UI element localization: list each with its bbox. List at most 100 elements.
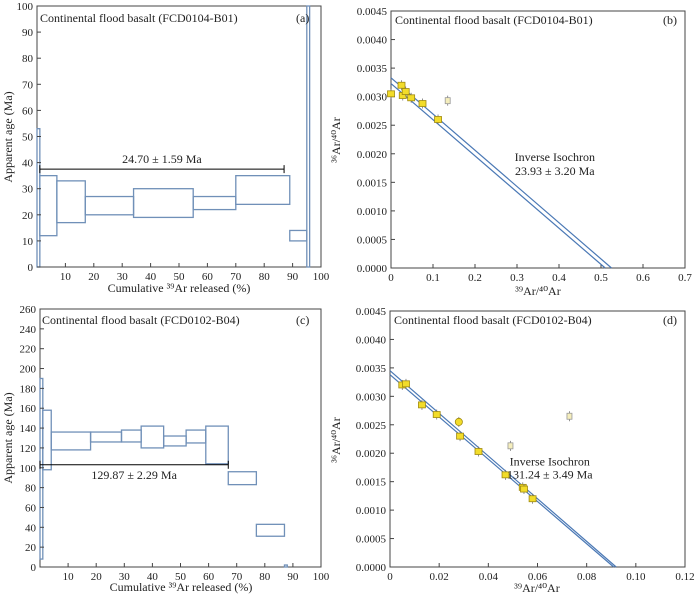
panel-a-title: Continental flood basalt (FCD0104-B01): [40, 11, 238, 25]
x-tick-label: 0.2: [468, 272, 482, 284]
plateau-age-label: 129.87 ± 2.29 Ma: [91, 468, 177, 482]
panel-d-annotation-line2: 131.24 ± 3.49 Ma: [507, 467, 593, 481]
y-tick-label: 220: [20, 344, 37, 356]
y-tick-label: 0.0005: [356, 534, 387, 546]
x-tick-label: 40: [147, 571, 159, 583]
y-tick-label: 0.0010: [357, 206, 388, 218]
x-tick-label: 0.06: [528, 571, 548, 583]
data-point: [418, 401, 426, 409]
panel-d-fit-lines: [389, 370, 617, 568]
x-tick-label: 10: [63, 571, 75, 583]
y-tick-label: 0.0025: [356, 420, 387, 432]
step-box: [205, 425, 229, 465]
data-point: [418, 100, 427, 107]
x-tick-label: 60: [202, 271, 214, 283]
panel-d-y-axis-label: ³⁶Ar/⁴⁰Ar: [329, 417, 343, 462]
y-tick-label: 80: [22, 53, 34, 65]
panel-c-y-ticks: 0 20 40 60 80 100 120 140 160 180 200 220 240 260: [20, 304, 44, 574]
panel-d-points: [398, 378, 573, 504]
y-tick-label: 120: [20, 443, 37, 455]
panel-c-step-spectrum: 10 20 30 40 50 60 70 80 90 100 0 20 40 60 80 100 120 140…: [1, 304, 330, 594]
y-tick-label: 20: [25, 542, 37, 554]
x-tick-label: 20: [88, 271, 100, 283]
x-tick-label: 100: [313, 271, 330, 283]
y-tick-label: 60: [25, 502, 37, 514]
x-tick-label: 30: [119, 571, 131, 583]
y-tick-label: 0.0000: [357, 263, 388, 275]
y-tick-label: 240: [20, 324, 37, 336]
y-tick-label: 140: [20, 423, 37, 435]
x-tick-label: 0.12: [675, 571, 694, 583]
panel-d-y-ticks: 0.0000 0.0005 0.0010 0.0015 0.0020 0.0025 0.00…: [356, 306, 394, 574]
data-point: [434, 116, 442, 123]
panel-d-x-ticks: 0 0.02 0.04 0.06 0.08 0.10 0.12: [387, 563, 695, 583]
x-tick-label: 0: [388, 272, 394, 284]
panel-b-points: [387, 80, 451, 125]
data-point: [407, 94, 416, 102]
y-tick-label: 40: [25, 522, 37, 534]
panel-b-x-axis-label: ³⁹Ar/⁴⁰Ar: [515, 284, 560, 298]
y-tick-label: 100: [20, 463, 37, 475]
data-point: [501, 471, 510, 479]
panel-b-title: Continental flood basalt (FCD0104-B01): [395, 13, 593, 27]
step-box: [227, 471, 258, 486]
y-tick-label: 0.0025: [357, 120, 388, 132]
plateau-age-label: 24.70 ± 1.59 Ma: [122, 152, 202, 166]
y-tick-label: 0.0015: [357, 177, 388, 189]
data-point: [456, 432, 464, 440]
x-tick-label: 40: [145, 271, 157, 283]
x-tick-label: 80: [259, 271, 271, 283]
panel-b-y-axis-label: ³⁶Ar/⁴⁰Ar: [329, 117, 343, 162]
panel-a-x-axis-label: Cumulative ³⁹Ar released (%): [108, 281, 251, 295]
panel-b-label: (b): [663, 13, 677, 27]
panel-b-plot-frame: [390, 10, 686, 269]
y-tick-label: 0: [28, 262, 34, 274]
panel-a-plateau: 24.70 ± 1.59 Ma: [39, 152, 285, 174]
x-tick-label: 90: [287, 571, 299, 583]
data-point: [474, 448, 483, 455]
x-tick-label: 0.6: [636, 272, 650, 284]
y-tick-label: 0.0030: [356, 391, 387, 403]
y-tick-label: 60: [22, 105, 34, 117]
data-point: [432, 411, 441, 418]
y-tick-label: 100: [17, 1, 34, 13]
panel-b-y-ticks: 0.0000 0.0005 0.0010 0.0015 0.0020 0.0025 0.00…: [357, 6, 395, 275]
panel-b-x-ticks: 0 0.1 0.2 0.3 0.4 0.5 0.6 0.7: [388, 264, 692, 284]
step-box: [235, 174, 291, 206]
panel-b-inverse-isochron: 0 0.1 0.2 0.3 0.4 0.5 0.6 0.7 0.0000 0.0005 0.001…: [329, 6, 692, 298]
y-tick-label: 0.0035: [356, 363, 387, 375]
panel-a-x-ticks: 10 20 30 40 50 60 70 80 90 100: [60, 263, 330, 283]
panel-c-y-axis-label: Apparent age (Ma): [1, 392, 15, 483]
step-box: [283, 564, 288, 568]
y-tick-label: 0.0030: [357, 92, 388, 104]
isochron-fit-line: [390, 77, 612, 269]
step-box: [306, 5, 311, 268]
data-point: [401, 88, 410, 95]
y-tick-label: 0.0045: [356, 306, 387, 318]
panel-d-annotation-line1: Inverse Isochron: [510, 455, 590, 469]
step-box: [255, 523, 286, 537]
data-point: [397, 81, 406, 89]
data-point: [387, 90, 395, 98]
y-tick-label: 260: [20, 304, 37, 316]
x-tick-label: 0.3: [510, 272, 524, 284]
panel-a-y-ticks: 0 10 20 30 40 50 60 70 80 90 100: [17, 1, 41, 274]
x-tick-label: 0.5: [594, 272, 608, 284]
panel-a-y-axis-label: Apparent age (Ma): [1, 91, 15, 182]
y-tick-label: 0.0040: [356, 334, 387, 346]
y-tick-label: 80: [25, 483, 37, 495]
isochron-fit-line: [389, 374, 615, 568]
panel-c-x-ticks: 10 20 30 40 50 60 70 80 90 100: [63, 563, 330, 583]
panel-d-x-axis-label: ³⁹Ar/⁴⁰Ar: [514, 581, 559, 595]
x-tick-label: 0.02: [430, 571, 449, 583]
panel-c-label: (c): [296, 313, 309, 327]
y-tick-label: 50: [22, 132, 34, 144]
y-tick-label: 180: [20, 383, 37, 395]
x-tick-label: 80: [259, 571, 271, 583]
panel-b-annotation-line1: Inverse Isochron: [515, 150, 595, 164]
panel-d-inverse-isochron: 0 0.02 0.04 0.06 0.08 0.10 0.12 0.00000.00050.…: [329, 306, 695, 595]
panel-c-title: Continental flood basalt (FCD0102-B04): [42, 313, 240, 327]
y-tick-label: 0.0045: [357, 6, 388, 18]
x-tick-label: 60: [203, 571, 215, 583]
